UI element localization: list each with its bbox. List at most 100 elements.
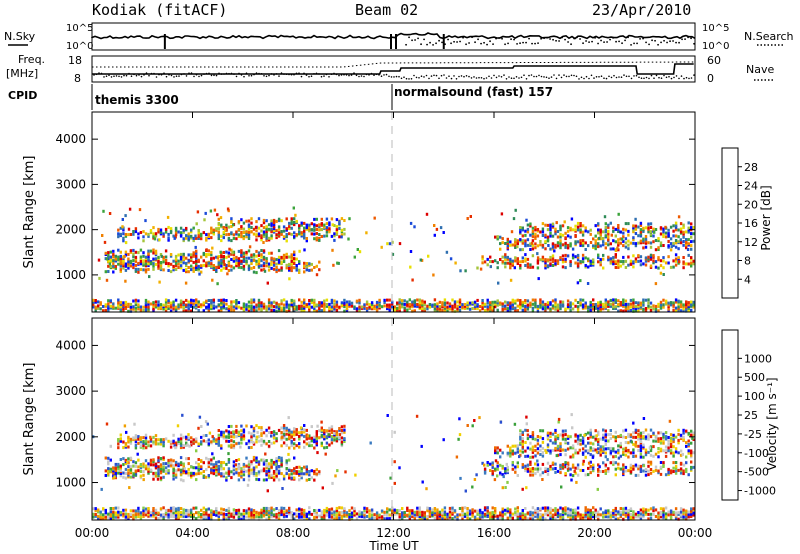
echo-cell (607, 243, 610, 247)
echo-cell (566, 468, 570, 472)
echo-cell (544, 302, 547, 306)
echo-cell (687, 473, 690, 477)
echo-cell (187, 509, 190, 512)
echo-cell (481, 303, 484, 307)
echo-cell (478, 309, 482, 313)
echo-cell (406, 304, 409, 308)
echo-cell (282, 308, 286, 312)
echo-cell (92, 298, 95, 302)
nave-dot (458, 75, 460, 78)
echo-cell (217, 237, 220, 241)
echo-cell (197, 303, 200, 307)
echo-cell (230, 514, 233, 518)
echo-cell (448, 307, 452, 311)
echo-cell (192, 254, 195, 258)
echo-cell (212, 468, 215, 472)
echo-cell (195, 440, 198, 444)
echo-cell (436, 508, 439, 512)
echo-cell (584, 517, 587, 521)
echo-cell (494, 235, 497, 239)
nsearch-dot (528, 37, 530, 40)
nsearch-dot (672, 40, 674, 42)
echo-cell (657, 248, 660, 251)
echo-cell (561, 517, 565, 521)
echo-cell (164, 307, 168, 311)
echo-cell (197, 511, 200, 514)
echo-cell (338, 222, 341, 226)
echo-cell (551, 264, 555, 267)
echo-cell (594, 511, 597, 515)
echo-cell (672, 301, 675, 305)
echo-cell (177, 506, 180, 510)
echo-cell (164, 514, 168, 518)
echo-cell (240, 262, 243, 265)
echo-cell (529, 265, 532, 269)
echo-cell (458, 303, 462, 306)
nave-dot (558, 74, 560, 76)
echo-cell (182, 230, 185, 234)
echo-cell (257, 232, 261, 236)
echo-cell (119, 464, 122, 468)
echo-cell (159, 457, 163, 460)
echo-cell (413, 309, 416, 313)
echo-cell (257, 300, 261, 304)
echo-cell (172, 264, 175, 268)
echo-cell (571, 228, 575, 232)
echo-cell (365, 231, 368, 235)
echo-cell (622, 239, 625, 243)
echo-cell (190, 264, 193, 268)
echo-cell (303, 440, 306, 444)
echo-cell (247, 468, 251, 472)
echo-cell (609, 261, 612, 265)
echo-cell (584, 512, 587, 516)
echo-cell (205, 434, 208, 437)
echo-cell (149, 513, 153, 517)
nsearch-dot (669, 40, 671, 43)
echo-cell (325, 304, 329, 308)
echo-cell (318, 303, 321, 307)
echo-cell (509, 301, 512, 305)
echo-cell (526, 305, 530, 309)
echo-cell (275, 262, 278, 266)
echo-cell (290, 472, 293, 476)
echo-cell (142, 506, 145, 510)
echo-cell (393, 305, 396, 309)
echo-cell (237, 430, 241, 434)
echo-cell (353, 513, 356, 517)
nave-dot (575, 75, 578, 78)
echo-cell (401, 507, 404, 510)
echo-cell (587, 517, 590, 521)
echo-cell (267, 444, 271, 448)
echo-cell (210, 458, 213, 462)
echo-cell (486, 301, 489, 305)
echo-cell (340, 301, 344, 305)
echo-cell (157, 255, 160, 259)
echo-cell (275, 458, 278, 462)
echo-cell (217, 233, 220, 236)
echo-cell (687, 510, 690, 514)
echo-cell (117, 515, 120, 519)
echo-cell (182, 307, 185, 310)
echo-cell (589, 241, 593, 244)
echo-cell (494, 446, 497, 450)
echo-cell (108, 212, 112, 215)
nave-dot (235, 75, 238, 78)
echo-cell (179, 507, 183, 510)
echo-cell (564, 506, 567, 510)
echo-cell (448, 506, 452, 510)
nsearch-dot (651, 39, 653, 42)
echo-cell (358, 510, 361, 514)
echo-cell (298, 249, 301, 253)
echo-cell (627, 239, 630, 243)
echo-cell (240, 235, 243, 239)
echo-cell (453, 509, 457, 513)
echo-cell (386, 507, 389, 511)
echo-cell (690, 460, 693, 464)
echo-cell (325, 230, 329, 234)
echo-cell (419, 258, 422, 262)
echo-cell (310, 268, 313, 272)
echo-cell (451, 298, 454, 302)
echo-cell (521, 234, 524, 238)
echo-cell (619, 309, 622, 313)
nave-dot (548, 77, 550, 79)
